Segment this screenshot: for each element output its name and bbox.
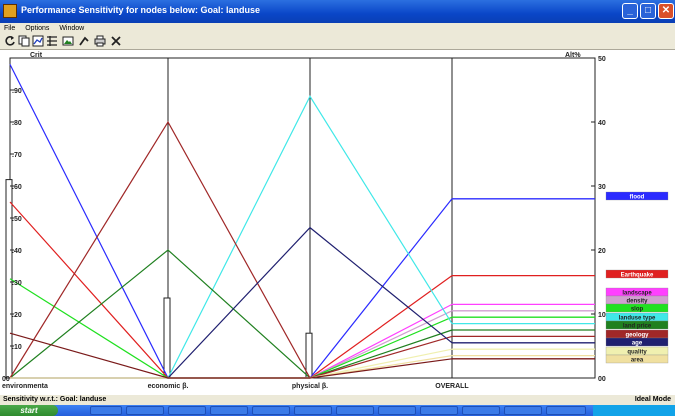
toolbar <box>0 34 675 50</box>
legend-label: land price <box>623 324 652 330</box>
legend-label: density <box>626 299 648 305</box>
criterion-label: environmenta <box>2 383 48 390</box>
menu-options[interactable]: Options <box>25 25 50 32</box>
taskbar-button[interactable] <box>252 406 290 415</box>
window-title: Performance Sensitivity for nodes below:… <box>21 5 261 15</box>
status-mode: Ideal Mode <box>634 396 671 403</box>
left-tick-label: .90 <box>12 88 22 95</box>
legend-label: Earthquake <box>621 273 654 279</box>
right-tick-label: 10 <box>598 312 606 319</box>
status-bar: Sensitivity w.r.t.: Goal: landuse Ideal … <box>0 395 675 405</box>
minimize-button[interactable]: _ <box>622 3 638 19</box>
taskbar-button[interactable] <box>168 406 206 415</box>
series-line <box>9 332 453 379</box>
print-icon[interactable] <box>94 35 106 47</box>
criterion-label: OVERALL <box>435 383 469 390</box>
legend-swatch <box>605 354 669 364</box>
taskbar-button[interactable] <box>336 406 374 415</box>
legend-label: flood <box>630 195 645 201</box>
legend-label: geology <box>625 333 649 339</box>
menu-bar: File Options Window <box>0 23 675 34</box>
left-tick-label: .30 <box>12 280 22 287</box>
legend-swatch <box>605 337 669 347</box>
left-tick-label: 00 <box>2 376 10 383</box>
start-button[interactable]: start <box>0 405 58 416</box>
system-tray <box>593 405 675 416</box>
right-tick-label: 20 <box>598 248 606 255</box>
close-button[interactable]: ✕ <box>658 3 674 19</box>
grid-icon[interactable] <box>46 35 58 47</box>
taskbar-button[interactable] <box>462 406 500 415</box>
menu-window[interactable]: Window <box>59 25 85 32</box>
right-tick-label: 00 <box>598 376 606 383</box>
maximize-button[interactable]: □ <box>640 3 656 19</box>
legend-label: area <box>631 358 644 364</box>
legend-label: quality <box>627 350 647 356</box>
copy-icon[interactable] <box>18 35 30 47</box>
status-left: Sensitivity w.r.t.: Goal: landuse <box>3 396 107 403</box>
right-tick-label: 50 <box>598 56 606 63</box>
legend-swatch <box>605 269 669 279</box>
taskbar-button[interactable] <box>378 406 416 415</box>
left-tick-label: .10 <box>12 344 22 351</box>
menu-file[interactable]: File <box>4 25 16 32</box>
sensitivity-chart: .10 .20 .30 .40 .50 .60 .70 .80 .90 00 00 10 20 30 40… <box>0 50 675 395</box>
picture-icon[interactable] <box>62 35 74 47</box>
left-tick-label: .80 <box>12 120 22 127</box>
left-axis-label: Crit <box>30 52 43 59</box>
refresh-icon[interactable] <box>4 35 16 47</box>
legend-swatch <box>605 191 669 201</box>
left-tick-label: .70 <box>12 152 22 159</box>
legend-label: slop <box>631 307 644 313</box>
legend-swatch <box>605 303 669 313</box>
legend-swatch <box>605 320 669 330</box>
series-line <box>9 249 453 379</box>
cursor-icon[interactable] <box>78 35 90 47</box>
taskbar-button[interactable] <box>210 406 248 415</box>
weight-bar <box>163 297 171 379</box>
title-bar: Performance Sensitivity for nodes below:… <box>0 0 675 23</box>
left-tick-label: .60 <box>12 184 22 191</box>
series-line <box>9 120 453 379</box>
taskbar-button[interactable] <box>126 406 164 415</box>
legend-label: age <box>632 341 643 347</box>
left-tick-label: .20 <box>12 312 22 319</box>
taskbar-button[interactable] <box>420 406 458 415</box>
left-tick-label: .50 <box>12 216 22 223</box>
taskbar: start <box>0 405 675 416</box>
taskbar-button[interactable] <box>90 406 122 415</box>
criterion-label: physical β. <box>292 383 328 390</box>
right-tick-label: 40 <box>598 120 606 127</box>
weight-bar <box>5 179 13 379</box>
right-axis-label: Alt% <box>565 52 581 59</box>
taskbar-button[interactable] <box>294 406 332 415</box>
close-x-icon[interactable] <box>110 35 122 47</box>
legend-label: landscape <box>622 291 652 297</box>
right-tick-label: 30 <box>598 184 606 191</box>
app-icon <box>3 4 17 18</box>
criterion-label: economic β. <box>148 383 189 390</box>
taskbar-button[interactable] <box>546 406 586 415</box>
legend-label: landuse type <box>619 316 656 322</box>
chart-icon[interactable] <box>32 35 44 47</box>
left-tick-label: .40 <box>12 248 22 255</box>
taskbar-button[interactable] <box>504 406 542 415</box>
